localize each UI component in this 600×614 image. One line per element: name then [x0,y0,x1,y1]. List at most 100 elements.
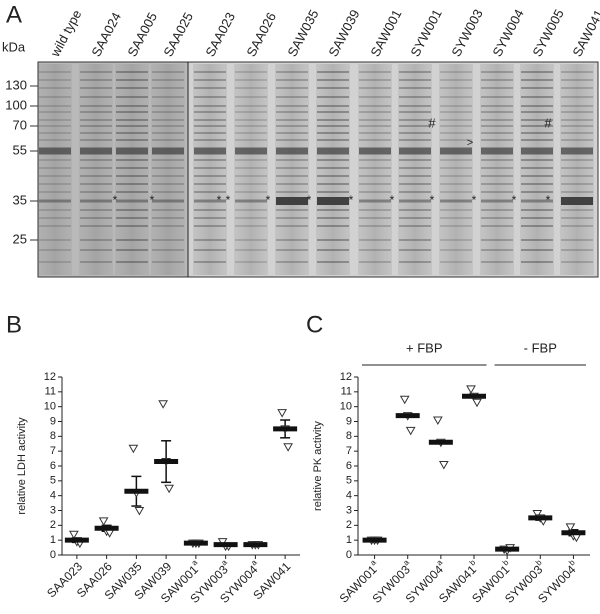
gel-band [561,111,593,113]
gel-band [561,87,593,89]
panel-label: A [6,1,22,28]
gel-band [521,167,553,169]
gel-band [317,79,349,81]
gel-band [399,147,431,155]
gel-band [481,199,513,203]
gel-band [561,217,593,219]
lane-label: SAW039 [325,7,362,59]
gel-band [561,175,593,177]
gel-band [194,249,226,251]
gel-band [359,249,391,251]
gel-band [235,239,267,241]
y-tick-label: 4 [50,490,56,502]
band-arrow: > [467,137,473,149]
lane-label: SAA025 [160,10,196,59]
gel-band [359,79,391,81]
gel-band [80,87,112,89]
gel-band [317,139,349,141]
band-hash: # [428,115,436,130]
gel-band [235,249,267,251]
gel-band [317,197,349,205]
gel-unit: kDa [2,39,26,54]
y-axis-label: relative LDH activity [16,417,28,515]
gel-band [399,261,431,263]
marker-label: 130 [5,77,27,92]
gel-band [399,87,431,89]
gel-band [521,199,553,203]
panel-label: B [6,311,22,338]
gel-band [399,159,431,161]
gel-band [521,125,553,127]
band-star: * [430,193,435,207]
gel-band [276,71,308,73]
gel-band [317,147,349,155]
gel-band [521,139,553,141]
gel-band [235,225,267,227]
gel-band [235,96,267,98]
gel-band [194,87,226,89]
data-point [405,426,416,436]
gel-band [440,105,472,107]
gel-band [116,159,148,161]
lane-label: wild type [47,7,84,60]
gel-band [561,125,593,127]
gel-band [399,191,431,193]
gel-band [80,139,112,141]
gel-band [80,191,112,193]
gel-band [481,209,513,211]
gel-band [359,225,391,227]
gel-band [399,132,431,134]
gel-band [440,111,472,113]
gel-band [194,239,226,241]
gel-band [235,167,267,169]
gel-band [152,159,184,161]
category-sup: b [468,558,478,568]
gel-band [317,183,349,185]
group-label: - FBP [524,340,557,355]
gel-band [440,71,472,73]
gel-band [194,147,226,155]
gel-band [194,175,226,177]
gel-band [521,87,553,89]
gel-band [116,96,148,98]
gel-band [359,183,391,185]
gel-band [561,225,593,227]
gel-band [317,111,349,113]
gel-band [399,105,431,107]
gel-band [39,159,71,161]
gel-band [235,217,267,219]
y-tick-label: 11 [45,386,56,398]
gel-band [317,175,349,177]
gel-band [39,209,71,211]
gel-band [194,217,226,219]
gel-band [521,71,553,73]
data-point [466,385,476,394]
gel-band [80,167,112,169]
gel-lane [115,64,149,275]
gel-band [521,209,553,211]
gel-lane [560,64,594,275]
gel-band [521,159,553,161]
marker-label: 25 [13,231,27,246]
gel-band [152,175,184,177]
gel-band [399,239,431,241]
gel-band [80,79,112,81]
gel-lane [234,64,268,275]
lane-label: SAW041 [569,7,600,59]
gel-band [359,199,391,203]
y-tick-label: 2 [346,519,352,531]
data-point [472,398,482,408]
gel-band [317,105,349,107]
gel-band [359,191,391,193]
y-tick-label: 3 [50,504,56,516]
marker-label: 70 [13,117,27,132]
band-star: * [512,193,517,207]
gel-band [399,119,431,121]
gel-band [235,125,267,127]
y-tick-label: 1 [346,534,352,546]
gel-band [561,239,593,241]
gel-band [235,87,267,89]
lane-label: SAW001 [367,7,404,59]
gel-band [481,191,513,193]
gel-band [521,239,553,241]
